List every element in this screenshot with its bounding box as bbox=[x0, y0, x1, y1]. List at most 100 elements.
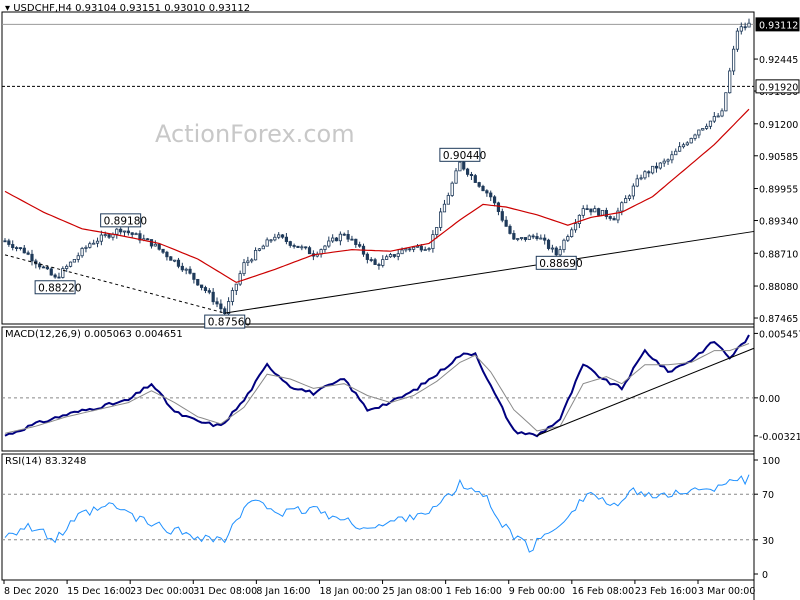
candle-body bbox=[354, 238, 358, 245]
candle bbox=[469, 171, 474, 181]
candle-body bbox=[180, 265, 184, 271]
candle-body bbox=[481, 185, 485, 192]
candle bbox=[720, 108, 724, 118]
candle-body bbox=[701, 128, 705, 131]
x-tick-label: 18 Jan 00:00 bbox=[319, 586, 379, 597]
x-tick-label: 16 Feb 08:00 bbox=[572, 586, 634, 597]
candle-body bbox=[728, 70, 732, 94]
x-tick-label: 3 Mar 00:00 bbox=[698, 586, 755, 597]
candle-body bbox=[581, 208, 585, 216]
candle-body bbox=[500, 211, 504, 221]
annotation-box bbox=[100, 213, 142, 228]
candle bbox=[26, 250, 30, 256]
candle-body bbox=[284, 236, 289, 242]
candle-body bbox=[439, 211, 443, 228]
macd-value-main: 0.005063 bbox=[84, 329, 132, 340]
price-annotation: 0.89180 bbox=[100, 213, 147, 228]
candle bbox=[728, 67, 732, 94]
candle bbox=[581, 205, 585, 219]
candle bbox=[350, 235, 354, 241]
candle-body bbox=[7, 240, 11, 245]
candle-body bbox=[392, 254, 396, 257]
annotation-box bbox=[204, 314, 246, 329]
price-panel[interactable]: 0.88220 0.89180 0.87560 0.90440 0.88690 bbox=[2, 18, 755, 329]
candle-body bbox=[238, 273, 242, 285]
candle-body bbox=[573, 223, 578, 231]
candle-body bbox=[61, 268, 65, 278]
annotation-box bbox=[535, 255, 577, 270]
candle bbox=[747, 18, 751, 28]
x-tick-label: 8 Dec 2020 bbox=[4, 586, 59, 597]
candle-body bbox=[485, 190, 489, 194]
level-price-label-text: 0.91920 bbox=[759, 82, 798, 93]
candle-body bbox=[670, 154, 674, 161]
candle bbox=[277, 232, 281, 240]
candle-body bbox=[200, 284, 204, 288]
candle-body bbox=[184, 268, 188, 271]
macd-tick-label: 0.00 bbox=[759, 394, 780, 405]
annotation-label: 0.87560 bbox=[208, 317, 251, 329]
candle bbox=[157, 243, 161, 251]
candle bbox=[427, 247, 431, 252]
annotation-label: 0.88690 bbox=[539, 258, 582, 270]
candle-body bbox=[674, 150, 678, 156]
candle-body bbox=[261, 245, 265, 250]
candle-body bbox=[92, 242, 96, 245]
candle bbox=[496, 201, 501, 216]
candle bbox=[631, 183, 635, 200]
macd-panel[interactable] bbox=[2, 334, 755, 438]
candle-body bbox=[585, 208, 589, 211]
candle bbox=[635, 174, 639, 188]
candle-body bbox=[26, 252, 30, 255]
candle-body bbox=[477, 182, 481, 187]
candle bbox=[238, 270, 242, 286]
candle-body bbox=[234, 283, 238, 291]
candle bbox=[246, 256, 250, 267]
candle-body bbox=[627, 195, 632, 199]
candle bbox=[149, 239, 154, 249]
candle-body bbox=[531, 235, 535, 238]
candle bbox=[408, 247, 412, 252]
candle bbox=[365, 252, 369, 264]
candle-body bbox=[146, 238, 150, 241]
candle bbox=[226, 297, 231, 317]
candle bbox=[477, 181, 481, 188]
rsi-panel[interactable] bbox=[2, 474, 754, 553]
high-value: 0.93151 bbox=[119, 3, 161, 14]
candle-body bbox=[712, 116, 716, 122]
candle bbox=[211, 288, 215, 305]
candle bbox=[508, 224, 512, 235]
candle-body bbox=[338, 233, 342, 242]
macd-value-signal: 0.004651 bbox=[135, 329, 183, 340]
candle bbox=[562, 238, 566, 253]
candle bbox=[84, 245, 88, 253]
annotation-box bbox=[34, 280, 76, 295]
candle bbox=[651, 165, 655, 175]
candle-body bbox=[304, 246, 308, 249]
candle bbox=[180, 262, 184, 272]
candle-body bbox=[38, 263, 42, 268]
candle bbox=[662, 158, 666, 167]
candle-body bbox=[331, 237, 335, 242]
level-price-label-box bbox=[755, 79, 800, 94]
candle bbox=[219, 299, 223, 313]
candle-body bbox=[107, 234, 111, 238]
candle-body bbox=[654, 165, 659, 169]
candle bbox=[685, 141, 689, 146]
candle-body bbox=[635, 178, 639, 187]
candle bbox=[674, 148, 678, 156]
candle bbox=[423, 246, 427, 251]
candle bbox=[307, 245, 312, 255]
candle-body bbox=[662, 160, 666, 164]
candle-body bbox=[546, 239, 551, 249]
candle bbox=[608, 215, 612, 221]
candle bbox=[570, 227, 574, 238]
candle bbox=[519, 237, 524, 241]
candle bbox=[643, 170, 647, 180]
price-annotation: 0.87560 bbox=[204, 314, 251, 329]
candle bbox=[639, 174, 643, 181]
candle-body bbox=[211, 291, 215, 303]
candle bbox=[404, 248, 408, 253]
candle-body bbox=[620, 202, 624, 212]
